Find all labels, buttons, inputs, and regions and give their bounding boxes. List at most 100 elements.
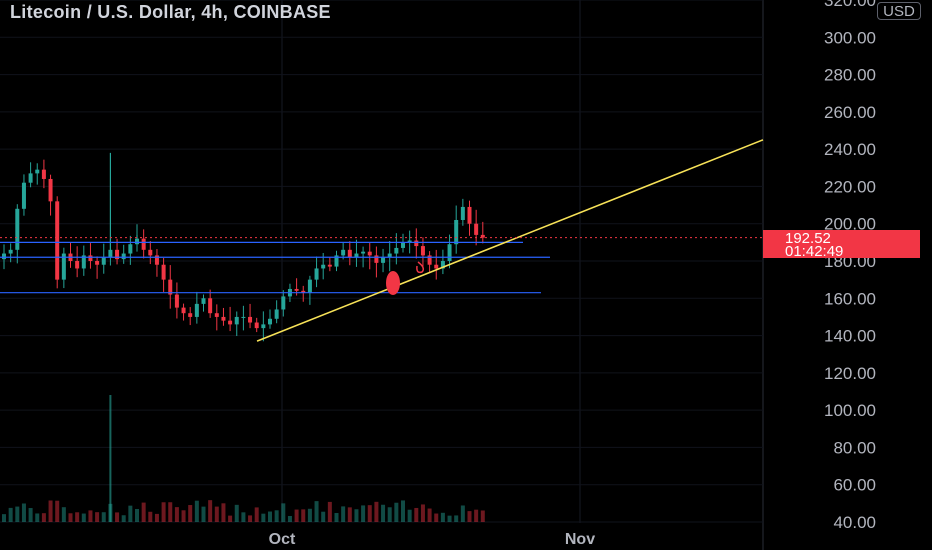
volume-bar bbox=[161, 502, 166, 522]
volume-bar bbox=[474, 509, 479, 522]
candle-body bbox=[55, 201, 60, 280]
candle-body bbox=[387, 253, 392, 258]
volume-bar bbox=[460, 505, 465, 522]
volume-bar bbox=[427, 508, 432, 522]
candle-body bbox=[460, 206, 465, 220]
candle-body bbox=[214, 313, 219, 317]
volume-bar bbox=[115, 512, 120, 522]
candle-body bbox=[135, 238, 139, 245]
candle-body bbox=[88, 255, 93, 261]
volume-bar bbox=[95, 512, 100, 522]
candle-body bbox=[154, 255, 159, 265]
volume-bar bbox=[194, 500, 199, 522]
volume-bar bbox=[274, 510, 279, 522]
candle-body bbox=[115, 249, 120, 260]
candle-body bbox=[2, 253, 6, 260]
candle-body bbox=[234, 316, 239, 325]
volume-bar bbox=[254, 507, 259, 522]
candle-body bbox=[381, 257, 386, 263]
volume-bar bbox=[128, 505, 133, 522]
candle-body bbox=[420, 246, 425, 256]
volume-spike bbox=[109, 395, 112, 522]
candle-body bbox=[81, 255, 86, 269]
volume-bar bbox=[440, 512, 445, 522]
candle-body bbox=[161, 264, 166, 280]
volume-bar bbox=[307, 508, 312, 522]
volume-bar bbox=[301, 509, 306, 522]
candle-body bbox=[321, 264, 326, 269]
volume-bar bbox=[88, 510, 93, 522]
countdown-timer: 01:42:49 bbox=[785, 243, 844, 260]
candle-body bbox=[447, 244, 452, 261]
volume-bar bbox=[21, 503, 26, 522]
candle-body bbox=[61, 253, 66, 280]
volume-bar bbox=[148, 511, 153, 522]
horizontal-grid bbox=[0, 0, 763, 523]
candle-body bbox=[128, 244, 133, 254]
candle-body bbox=[480, 234, 485, 238]
volume-bar bbox=[2, 514, 6, 522]
volume-bar bbox=[35, 513, 40, 522]
candle-body bbox=[281, 296, 286, 310]
candle-body bbox=[434, 264, 439, 269]
candle-body bbox=[374, 255, 379, 263]
x-label-nov: Nov bbox=[565, 531, 595, 548]
volume-bar bbox=[61, 507, 66, 522]
candle-body bbox=[108, 249, 113, 258]
candle-body bbox=[474, 223, 479, 235]
candle-body bbox=[454, 219, 459, 245]
volume-bar bbox=[281, 503, 286, 522]
volume-bar bbox=[268, 511, 272, 522]
y-tick-label: 60.00 bbox=[833, 476, 876, 495]
volume-bar bbox=[168, 502, 173, 522]
horizontal-levels[interactable] bbox=[0, 241, 550, 294]
symbol-title[interactable]: Litecoin / U.S. Dollar, 4h, COINBASE bbox=[10, 2, 331, 22]
candlesticks bbox=[2, 152, 485, 342]
candle-body bbox=[347, 249, 352, 258]
currency-button[interactable]: USD bbox=[877, 2, 921, 20]
volume-bar bbox=[208, 500, 213, 522]
volume-bar bbox=[334, 513, 339, 522]
candle-body bbox=[8, 249, 13, 254]
y-axis-labels: 320.00 300.00 280.00 260.00 240.00 220.00 200.… bbox=[824, 0, 876, 532]
y-tick-label: 160.00 bbox=[824, 289, 876, 308]
volume-bar bbox=[68, 513, 73, 522]
volume-bar bbox=[15, 506, 20, 522]
volume-bar bbox=[135, 508, 139, 522]
candle-body bbox=[407, 240, 412, 243]
volume-bar bbox=[341, 506, 346, 522]
volume-bar bbox=[28, 508, 33, 522]
candle-body bbox=[268, 318, 272, 325]
candle-body bbox=[401, 242, 405, 248]
candle-body bbox=[201, 298, 206, 304]
candle-body bbox=[254, 322, 259, 329]
volume-bar bbox=[214, 506, 219, 522]
y-tick-label: 200.00 bbox=[824, 215, 876, 234]
y-tick-label: 80.00 bbox=[833, 438, 876, 457]
candle-body bbox=[148, 249, 153, 256]
volume-bar bbox=[381, 504, 386, 522]
trendline[interactable] bbox=[256, 139, 764, 342]
volume-bar bbox=[387, 507, 392, 522]
candle-body bbox=[440, 261, 445, 269]
candle-body bbox=[141, 238, 146, 250]
candle-body bbox=[35, 169, 40, 174]
volume-bar bbox=[248, 515, 253, 522]
candle-body bbox=[294, 288, 299, 291]
volume-bar bbox=[407, 509, 412, 522]
candle-body bbox=[101, 257, 106, 265]
highlight-marker bbox=[386, 271, 400, 295]
candle-body bbox=[248, 316, 253, 323]
candle-body bbox=[241, 316, 246, 318]
volume-bar bbox=[234, 504, 239, 522]
candle-body bbox=[307, 279, 312, 293]
candle-body bbox=[334, 255, 339, 267]
volume-bar bbox=[434, 513, 439, 522]
volume-bar bbox=[401, 500, 405, 522]
volume-bar bbox=[374, 501, 379, 522]
y-tick-label: 240.00 bbox=[824, 140, 876, 159]
volume-bar bbox=[454, 515, 459, 522]
candle-body bbox=[121, 253, 126, 260]
candle-body bbox=[414, 240, 419, 247]
